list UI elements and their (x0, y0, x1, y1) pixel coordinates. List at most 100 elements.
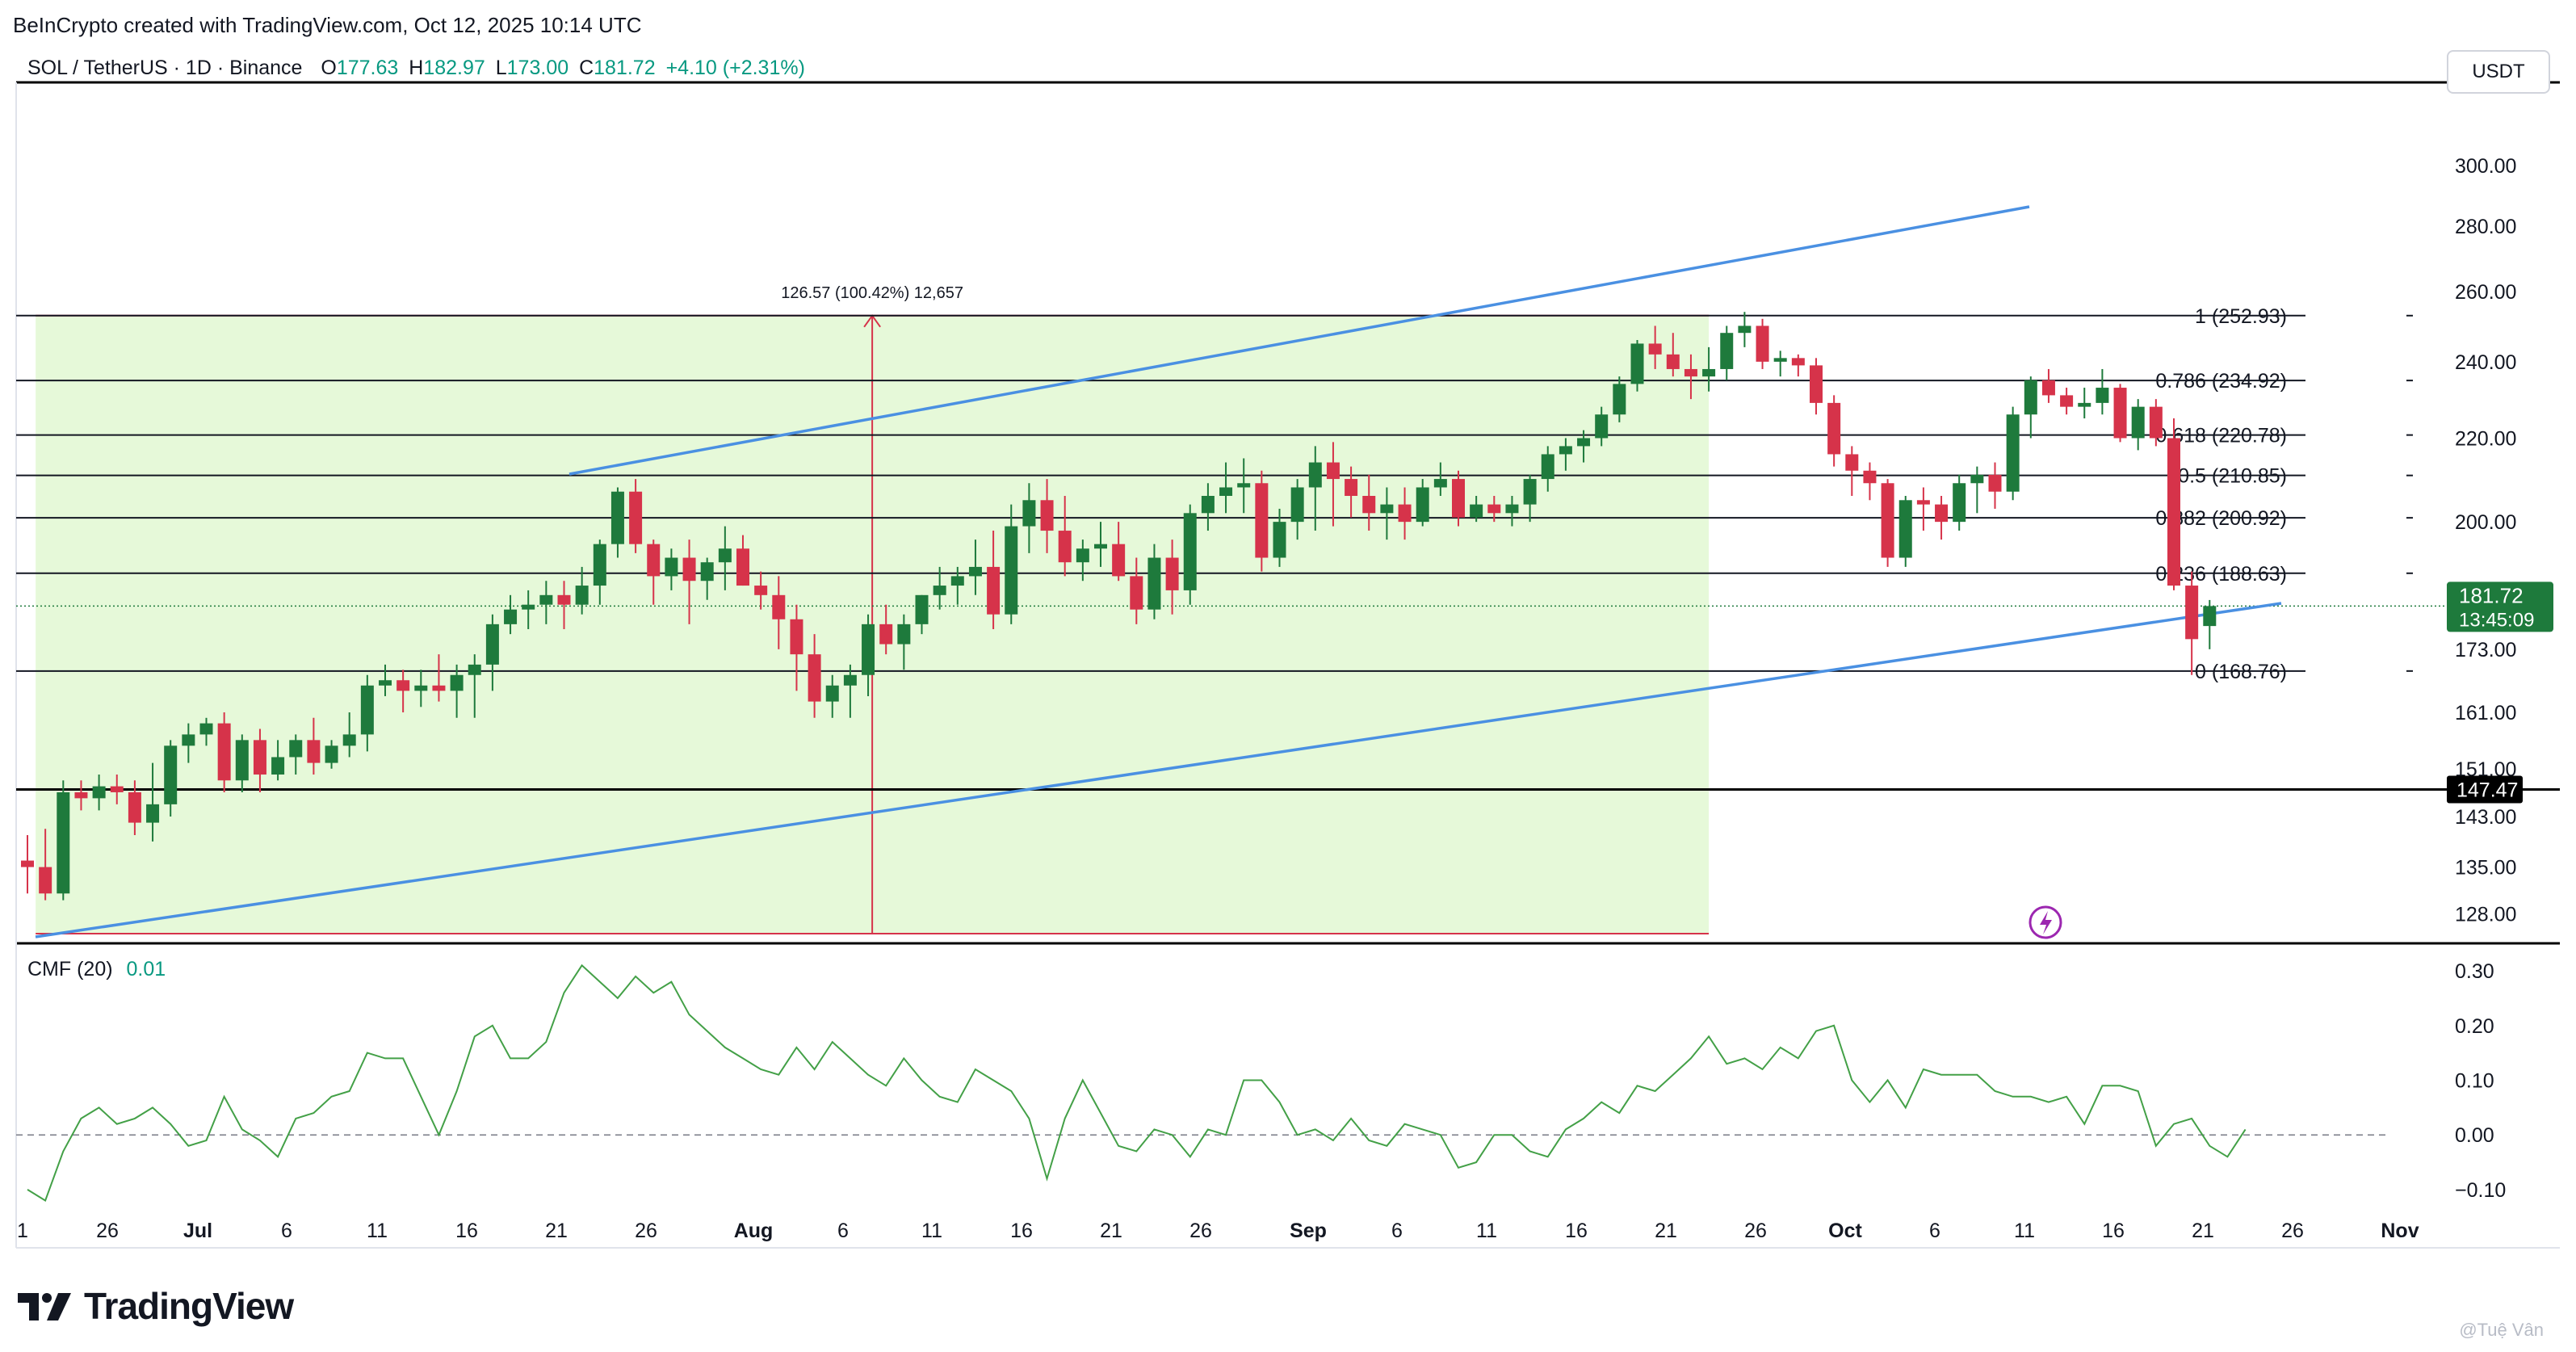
price-tick-label: 143.00 (2455, 806, 2516, 829)
candle-body (1541, 454, 1554, 480)
price-tick-label: 300.00 (2455, 155, 2516, 178)
candle-body (1702, 368, 1716, 377)
candle-body (1345, 479, 1358, 496)
candle-body (253, 740, 266, 775)
candle-body (1648, 343, 1662, 355)
candle-body (342, 734, 356, 746)
cmf-tick-label: 0.30 (2455, 960, 2494, 983)
candle-body (1988, 474, 2002, 492)
candle-body (1398, 504, 1412, 523)
candle-body (450, 674, 464, 691)
candle-body (2185, 586, 2199, 640)
time-tick-label: 16 (455, 1220, 478, 1242)
high-label: H (409, 57, 424, 79)
candle-body (57, 791, 70, 894)
candle-body (21, 860, 34, 867)
range-measure-label: 126.57 (100.42%) 12,657 (781, 284, 963, 302)
candle-body (2167, 438, 2180, 586)
time-tick-label: Aug (734, 1220, 774, 1242)
cmf-value: 0.01 (126, 958, 166, 980)
candle-body (182, 734, 195, 746)
price-tick-label: 161.00 (2455, 702, 2516, 724)
candle-body (610, 491, 624, 544)
candle-body (968, 566, 982, 577)
cmf-tick-label: 0.20 (2455, 1015, 2494, 1038)
price-tick-label: 220.00 (2455, 427, 2516, 450)
candle-body (1237, 483, 1251, 488)
time-tick-label: 1 (17, 1220, 28, 1242)
cmf-legend: CMF (20) 0.01 (27, 958, 166, 981)
candle-body (557, 594, 571, 605)
candle-body (2041, 380, 2055, 396)
candle-body (414, 685, 428, 691)
price-tick-label: 135.00 (2455, 857, 2516, 880)
time-tick-label: Sep (1290, 1220, 1327, 1242)
price-tick-label: 128.00 (2455, 903, 2516, 926)
candle-body (1505, 504, 1519, 514)
time-tick-label: 26 (96, 1220, 119, 1242)
candle-body (1523, 479, 1537, 505)
candle-body (1953, 483, 1966, 523)
time-tick-label: 16 (1010, 1220, 1033, 1242)
candle-body (325, 745, 338, 763)
candle-body (1076, 548, 1089, 563)
candle-body (1684, 368, 1697, 377)
watermark: @Tuệ Vân (2459, 1320, 2544, 1340)
candle-body (1487, 504, 1501, 514)
symbol-label[interactable]: SOL / TetherUS · 1D · Binance (27, 57, 303, 79)
candle-body (468, 664, 481, 675)
candle-body (1970, 474, 1984, 484)
candle-body (736, 548, 749, 586)
candle-body (307, 740, 321, 763)
candle-body (2060, 395, 2074, 407)
time-tick-label: 11 (367, 1220, 388, 1242)
candle-body (1255, 483, 1269, 558)
candle-body (1326, 462, 1340, 480)
candle-body (146, 804, 160, 823)
cmf-tick-label: 0.00 (2455, 1124, 2494, 1147)
candle-body (1308, 462, 1322, 488)
alert-bolt-icon (2040, 911, 2052, 934)
candle-body (1577, 438, 1591, 447)
candle-body (2006, 414, 2020, 492)
time-tick-label: 26 (1744, 1220, 1767, 1242)
candle-body (1219, 487, 1233, 496)
time-tick-label: 11 (2014, 1220, 2035, 1242)
tradingview-logo[interactable]: TradingView (18, 1284, 294, 1328)
candle-body (987, 566, 1001, 615)
bar-countdown: 13:45:09 (2459, 609, 2534, 631)
time-tick-label: 21 (1655, 1220, 1677, 1242)
candle-body (1720, 333, 1734, 369)
candle-body (92, 786, 106, 799)
time-tick-label: 21 (1100, 1220, 1122, 1242)
candle-body (1130, 576, 1143, 610)
time-tick-label: 16 (2102, 1220, 2125, 1242)
candle-body (1845, 454, 1859, 471)
candle-body (1165, 557, 1179, 590)
candle-body (39, 867, 52, 894)
candle-body (1791, 358, 1805, 366)
candle-body (271, 757, 285, 775)
currency-selector[interactable]: USDT (2447, 50, 2550, 94)
low-value: 173.00 (506, 57, 569, 79)
cmf-name[interactable]: CMF (20) (27, 958, 113, 980)
candle-body (1058, 531, 1072, 563)
candle-body (396, 680, 410, 691)
candle-body (110, 786, 124, 792)
candle-body (1613, 384, 1626, 415)
candle-body (199, 723, 213, 735)
candle-body (772, 594, 786, 619)
open-value: 177.63 (336, 57, 399, 79)
time-tick-label: 6 (837, 1220, 849, 1242)
support-badge (2447, 775, 2523, 804)
last-price-value: 181.72 (2459, 583, 2524, 607)
candle-body (682, 557, 696, 582)
candle-body (2096, 388, 2109, 403)
cmf-tick-label: −0.10 (2455, 1179, 2506, 1202)
created-by-text: BeInCrypto created with TradingView.com,… (13, 13, 642, 37)
candle-body (1433, 479, 1447, 488)
candle-body (1147, 557, 1161, 610)
candle-body (790, 619, 803, 655)
candle-body (1863, 470, 1877, 484)
